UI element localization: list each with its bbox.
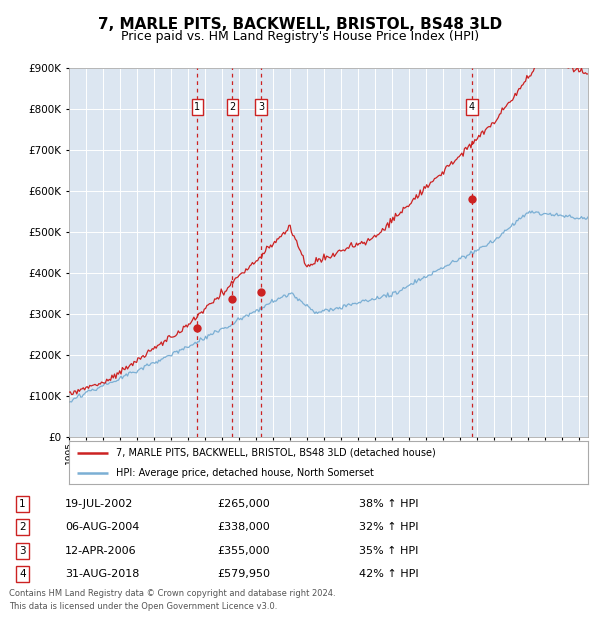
Text: £338,000: £338,000 — [218, 522, 271, 532]
Text: £265,000: £265,000 — [218, 498, 271, 508]
Text: 31-AUG-2018: 31-AUG-2018 — [65, 569, 139, 579]
Text: 38% ↑ HPI: 38% ↑ HPI — [359, 498, 418, 508]
Text: 1: 1 — [194, 102, 200, 112]
Text: 4: 4 — [469, 102, 475, 112]
Text: HPI: Average price, detached house, North Somerset: HPI: Average price, detached house, Nort… — [116, 468, 374, 478]
Text: 42% ↑ HPI: 42% ↑ HPI — [359, 569, 418, 579]
Text: 2: 2 — [19, 522, 26, 532]
Text: 2: 2 — [229, 102, 235, 112]
Text: Contains HM Land Registry data © Crown copyright and database right 2024.: Contains HM Land Registry data © Crown c… — [9, 590, 335, 598]
Text: 35% ↑ HPI: 35% ↑ HPI — [359, 546, 418, 556]
Text: 3: 3 — [258, 102, 264, 112]
Text: £355,000: £355,000 — [218, 546, 271, 556]
Text: 7, MARLE PITS, BACKWELL, BRISTOL, BS48 3LD: 7, MARLE PITS, BACKWELL, BRISTOL, BS48 3… — [98, 17, 502, 32]
Text: This data is licensed under the Open Government Licence v3.0.: This data is licensed under the Open Gov… — [9, 602, 277, 611]
Text: 32% ↑ HPI: 32% ↑ HPI — [359, 522, 418, 532]
Text: 12-APR-2006: 12-APR-2006 — [65, 546, 136, 556]
Text: 19-JUL-2002: 19-JUL-2002 — [65, 498, 133, 508]
Text: 1: 1 — [19, 498, 26, 508]
Text: 3: 3 — [19, 546, 26, 556]
Text: Price paid vs. HM Land Registry's House Price Index (HPI): Price paid vs. HM Land Registry's House … — [121, 30, 479, 43]
Text: £579,950: £579,950 — [218, 569, 271, 579]
Text: 7, MARLE PITS, BACKWELL, BRISTOL, BS48 3LD (detached house): 7, MARLE PITS, BACKWELL, BRISTOL, BS48 3… — [116, 448, 436, 458]
Text: 4: 4 — [19, 569, 26, 579]
Text: 06-AUG-2004: 06-AUG-2004 — [65, 522, 139, 532]
